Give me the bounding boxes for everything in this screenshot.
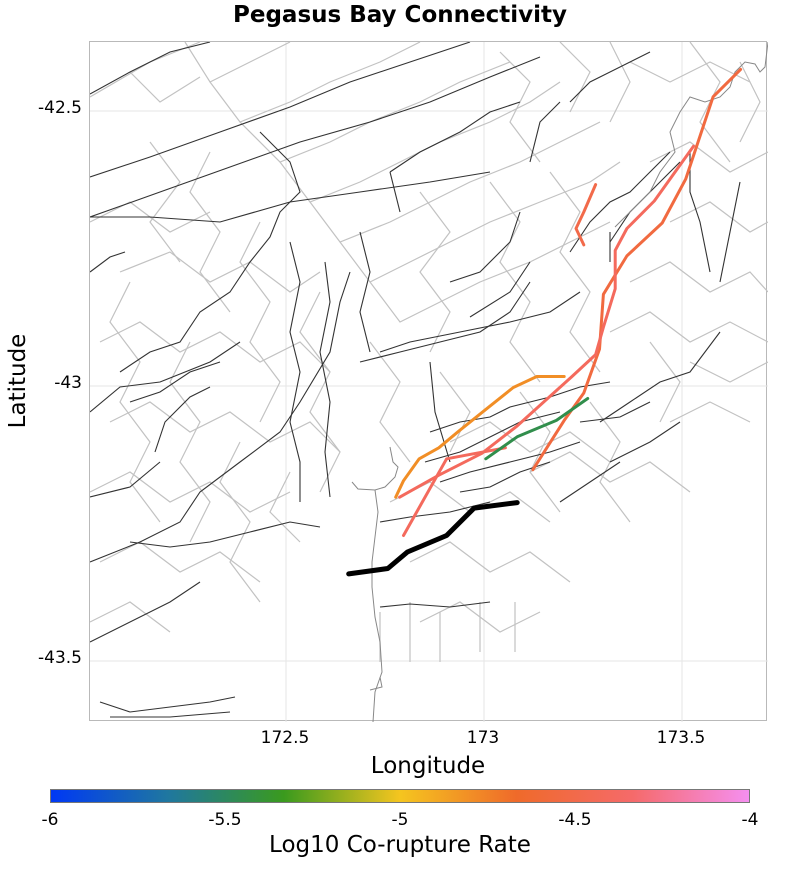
y-tick-label: -43 <box>54 373 82 393</box>
x-tick-label: 172.5 <box>260 728 310 748</box>
x-axis-label: Longitude <box>370 753 486 779</box>
colorbar-tick-label: -4 <box>741 810 759 830</box>
connected-fault-trace <box>484 397 590 461</box>
colorbar-tick-label: -5 <box>391 810 409 830</box>
source-fault <box>346 500 520 577</box>
x-tick-label: 173 <box>466 728 500 748</box>
colorbar-tick-label: -6 <box>41 810 59 830</box>
x-tick-label: 173.5 <box>656 728 706 748</box>
y-tick-label: -43.5 <box>38 648 82 668</box>
coastline <box>351 42 768 722</box>
major-fault-traces <box>90 42 741 718</box>
map-title: Pegasus Bay Connectivity <box>233 2 567 28</box>
connected-fault-trace <box>398 144 695 499</box>
y-axis-label: Latitude <box>5 333 31 429</box>
map-plot-area <box>89 41 768 722</box>
colorbar <box>50 789 750 803</box>
connected-fault-trace <box>394 375 566 499</box>
background-fault-network <box>90 42 768 662</box>
colorbar-tick-label: -5.5 <box>208 810 242 830</box>
colorbar-label: Log10 Co-rupture Rate <box>269 832 531 858</box>
source-fault-trace <box>346 500 520 577</box>
connected-faults <box>394 67 743 537</box>
connected-fault-trace <box>574 183 598 247</box>
y-tick-label: -42.5 <box>38 98 82 118</box>
colorbar-tick-label: -4.5 <box>558 810 592 830</box>
gridlines <box>90 42 768 722</box>
connected-fault-trace <box>402 446 507 537</box>
